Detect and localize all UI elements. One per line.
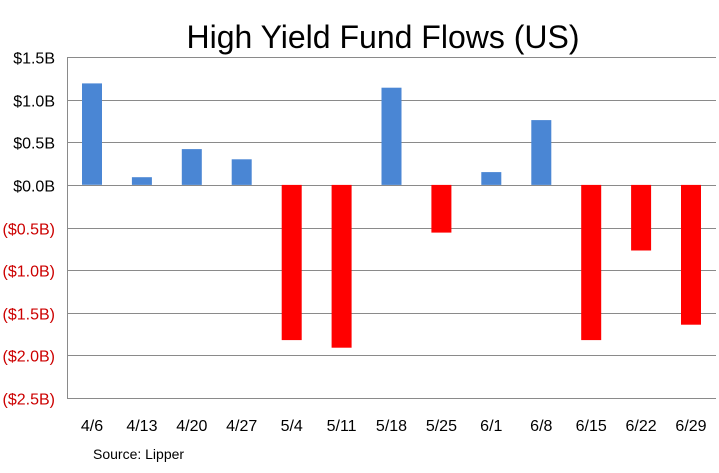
y-tick-label: ($0.5B) [3,222,55,239]
bar [481,172,502,185]
y-tick-label: ($1.5B) [3,307,55,324]
x-tick-label: 6/22 [626,418,657,435]
y-tick-label: $0.0B [13,179,55,196]
bar [581,184,602,341]
y-tick-labels: $1.5B $1.0B $0.5B $0.0B ($0.5B) ($1.0B) ($1.5B… [3,51,55,409]
x-tick-label: 6/15 [576,418,607,435]
x-tick-labels: 4/6 4/13 4/20 4/27 5/4 5/11 5/18 5/25 6/1 6/8 6/15… [81,418,707,435]
x-tick-label: 5/4 [281,418,303,435]
bar [531,120,552,185]
bar [181,149,202,185]
y-tick-label: ($2.5B) [3,392,55,409]
x-tick-label: 5/18 [376,418,407,435]
y-tick-label: ($1.0B) [3,264,55,281]
bar [381,87,402,185]
y-tick-label: $0.5B [13,136,55,153]
bar [82,83,102,185]
x-tick-label: 6/1 [480,418,502,435]
x-tick-label: 4/6 [81,418,103,435]
x-tick-label: 5/25 [426,418,457,435]
bars [82,83,701,348]
x-tick-label: 6/29 [675,418,706,435]
bar [331,184,352,348]
x-tick-label: 5/11 [327,418,357,435]
gridlines [67,57,716,399]
source-note: Source: Lipper [93,446,184,462]
bar [431,184,452,233]
bar [231,159,252,185]
bar [681,184,701,325]
x-tick-label: 4/13 [126,418,157,435]
x-tick-label: 4/27 [226,418,257,435]
y-tick-label: $1.0B [13,94,55,111]
chart-title: High Yield Fund Flows (US) [186,19,579,55]
y-tick-label: ($2.0B) [3,349,55,366]
x-tick-label: 6/8 [530,418,552,435]
x-tick-label: 4/20 [176,418,207,435]
bar [631,184,652,251]
bar [281,184,302,341]
y-tick-label: $1.5B [13,51,55,68]
bar [131,177,152,185]
